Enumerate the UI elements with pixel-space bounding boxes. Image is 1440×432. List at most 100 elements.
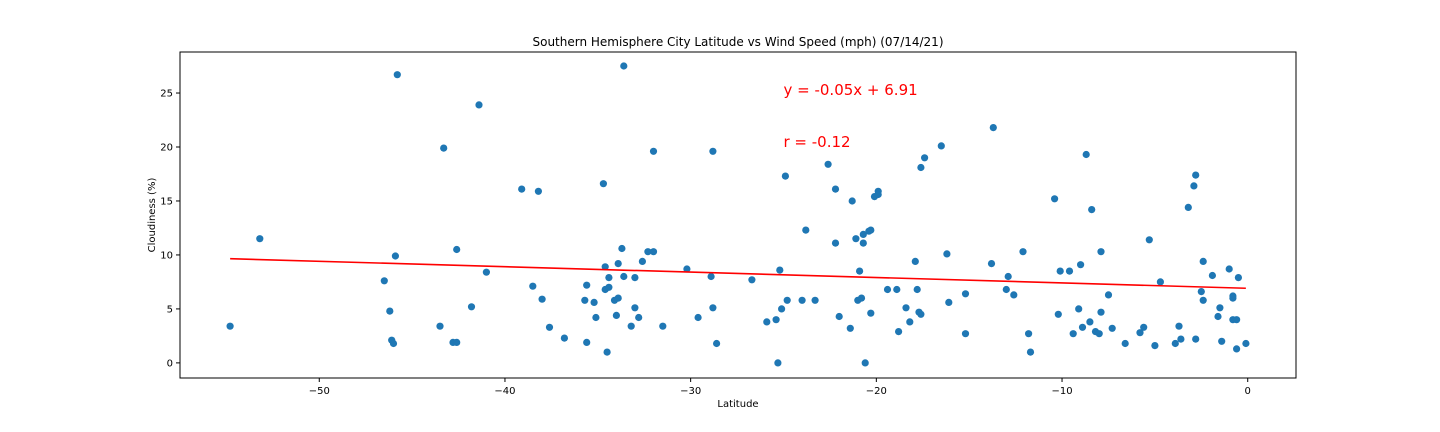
y-tick-label: 0: [167, 358, 173, 369]
y-axis-label: Cloudiness (%): [147, 178, 158, 253]
data-point: [618, 244, 626, 253]
data-point: [778, 305, 786, 313]
data-point: [713, 339, 721, 348]
data-point: [861, 359, 869, 367]
data-point: [453, 245, 461, 254]
data-point: [1214, 312, 1222, 321]
data-point: [1208, 271, 1216, 280]
data-point: [783, 296, 791, 304]
data-point: [614, 260, 622, 268]
data-point: [1002, 285, 1010, 294]
x-tick-label: −20: [866, 386, 887, 397]
data-point: [226, 322, 234, 330]
data-point: [1065, 267, 1074, 275]
data-point: [906, 318, 914, 326]
data-point: [709, 304, 717, 312]
data-point: [635, 313, 643, 322]
data-point: [831, 239, 840, 247]
data-point: [1192, 171, 1200, 179]
data-point: [1234, 274, 1242, 282]
data-point: [1082, 150, 1090, 159]
data-point: [1218, 337, 1226, 345]
data-point: [1190, 182, 1198, 190]
data-point: [1095, 330, 1103, 338]
x-tick-label: −40: [494, 386, 515, 397]
data-point: [389, 339, 398, 348]
axis-ticks: −50 −40 −30 −20 −10 0 0 5 10 15 20 25: [160, 89, 1251, 397]
data-point: [1010, 291, 1018, 299]
x-tick-label: −10: [1051, 386, 1072, 397]
data-point: [859, 230, 867, 238]
data-point: [987, 260, 996, 268]
y-tick-label: 25: [160, 89, 173, 100]
data-point: [917, 310, 925, 318]
data-point: [852, 235, 860, 243]
data-point: [560, 334, 569, 342]
data-point: [1145, 236, 1153, 244]
data-point: [605, 274, 613, 282]
data-point: [895, 328, 903, 336]
data-point: [592, 313, 600, 322]
data-point: [1199, 257, 1207, 265]
data-point: [913, 285, 921, 294]
data-point: [1199, 296, 1207, 304]
data-point: [1054, 310, 1062, 318]
data-point: [467, 303, 476, 311]
data-point: [911, 257, 919, 265]
data-point: [945, 298, 953, 306]
data-point: [583, 338, 591, 346]
data-point: [709, 147, 717, 155]
data-point: [1051, 195, 1059, 203]
data-point: [631, 274, 639, 282]
data-point: [612, 311, 621, 319]
data-point: [1019, 248, 1027, 256]
data-point: [1177, 335, 1185, 343]
data-point: [1242, 339, 1250, 348]
data-point: [482, 268, 490, 276]
data-point: [1104, 291, 1113, 299]
data-point: [883, 285, 892, 294]
data-point: [659, 322, 667, 330]
data-point: [874, 190, 882, 199]
data-point: [1216, 304, 1224, 312]
data-point: [917, 163, 925, 172]
data-point: [256, 235, 264, 243]
data-point: [856, 267, 864, 275]
data-point: [961, 330, 970, 338]
data-point: [601, 263, 609, 271]
chart-title: Southern Hemisphere City Latitude vs Win…: [532, 35, 943, 49]
data-point: [867, 226, 875, 234]
data-point: [846, 324, 854, 332]
data-point: [638, 257, 647, 265]
data-point: [774, 359, 782, 367]
data-point: [1075, 305, 1083, 313]
data-point: [1077, 261, 1085, 269]
data-point: [538, 295, 546, 303]
data-point: [707, 272, 715, 281]
data-point: [857, 294, 866, 302]
data-point: [599, 180, 608, 188]
data-point: [1097, 308, 1105, 316]
x-tick-label: −50: [309, 386, 330, 397]
data-point: [1151, 342, 1159, 350]
data-point: [798, 296, 806, 304]
data-point: [453, 338, 461, 346]
y-tick-label: 10: [160, 250, 173, 261]
data-point: [614, 294, 622, 302]
data-point: [763, 318, 771, 326]
data-point: [1121, 339, 1129, 348]
data-point: [1184, 203, 1192, 211]
data-point: [989, 124, 997, 132]
regression-line: [230, 257, 1246, 290]
x-tick-label: −30: [680, 386, 701, 397]
data-point: [1156, 278, 1164, 286]
data-point: [811, 296, 819, 304]
y-tick-label: 5: [167, 304, 173, 315]
data-point: [436, 322, 444, 330]
data-point: [581, 296, 589, 304]
data-point: [694, 313, 702, 322]
data-point: [1229, 294, 1237, 302]
data-point: [961, 290, 970, 298]
data-point: [1233, 316, 1241, 324]
data-point: [831, 185, 840, 193]
